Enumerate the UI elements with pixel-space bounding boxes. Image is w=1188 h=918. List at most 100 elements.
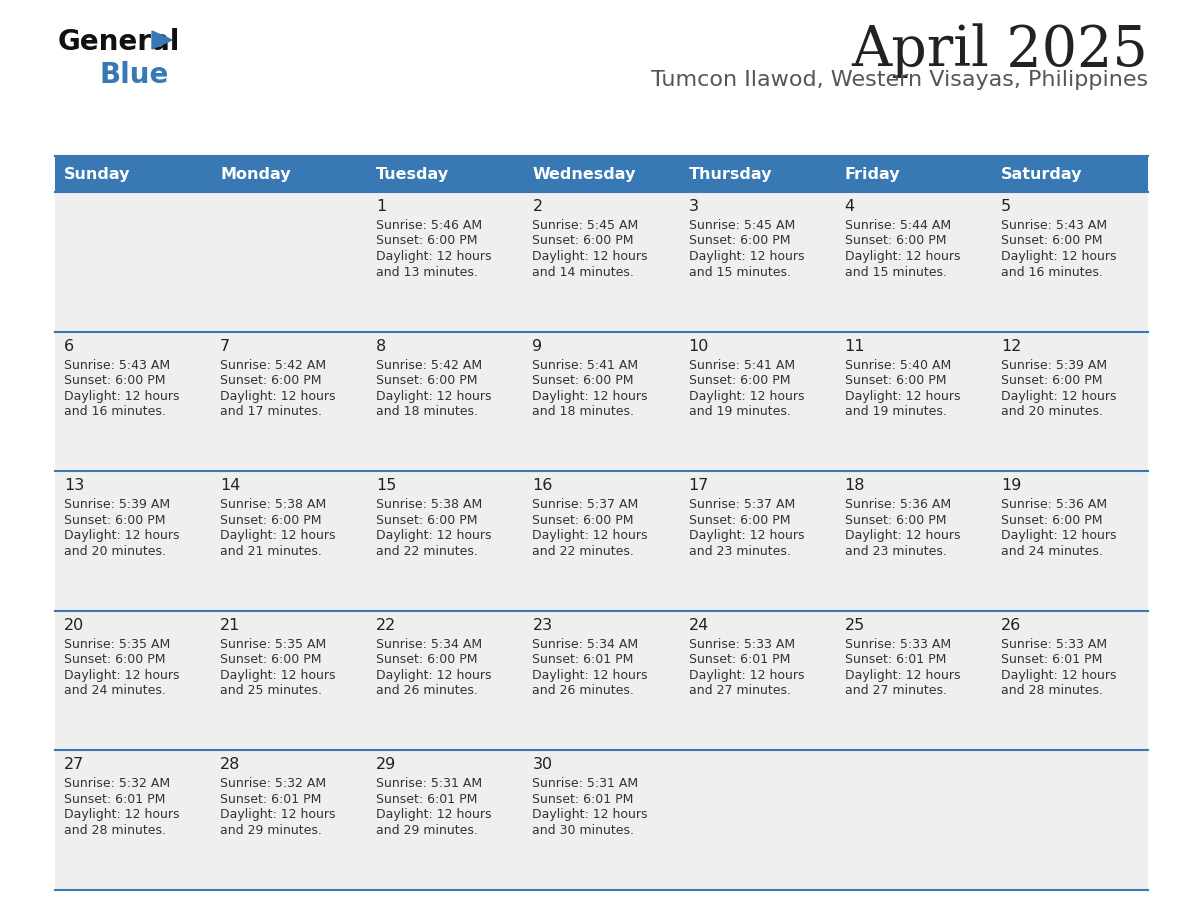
Bar bbox=[55, 156, 211, 192]
Text: Daylight: 12 hours: Daylight: 12 hours bbox=[1000, 669, 1117, 682]
Text: Sunset: 6:00 PM: Sunset: 6:00 PM bbox=[64, 654, 165, 666]
Bar bbox=[55, 750, 1148, 890]
Text: Wednesday: Wednesday bbox=[532, 166, 636, 182]
Text: Daylight: 12 hours: Daylight: 12 hours bbox=[689, 389, 804, 403]
Text: Sunset: 6:00 PM: Sunset: 6:00 PM bbox=[377, 654, 478, 666]
Text: and 20 minutes.: and 20 minutes. bbox=[64, 544, 166, 558]
Text: Daylight: 12 hours: Daylight: 12 hours bbox=[845, 250, 960, 263]
Text: 24: 24 bbox=[689, 618, 709, 633]
Text: 6: 6 bbox=[64, 339, 74, 353]
Text: 27: 27 bbox=[64, 757, 84, 772]
Text: and 19 minutes.: and 19 minutes. bbox=[689, 405, 790, 418]
Text: Sunset: 6:00 PM: Sunset: 6:00 PM bbox=[689, 375, 790, 387]
Text: Sunset: 6:01 PM: Sunset: 6:01 PM bbox=[532, 793, 634, 806]
Text: and 18 minutes.: and 18 minutes. bbox=[377, 405, 479, 418]
Text: and 27 minutes.: and 27 minutes. bbox=[845, 684, 947, 698]
Text: 28: 28 bbox=[220, 757, 240, 772]
Text: Sunset: 6:00 PM: Sunset: 6:00 PM bbox=[220, 514, 322, 527]
Text: Sunset: 6:00 PM: Sunset: 6:00 PM bbox=[220, 654, 322, 666]
Text: 29: 29 bbox=[377, 757, 397, 772]
Text: Sunset: 6:00 PM: Sunset: 6:00 PM bbox=[1000, 375, 1102, 387]
Text: 23: 23 bbox=[532, 618, 552, 633]
Text: 30: 30 bbox=[532, 757, 552, 772]
Text: Sunset: 6:00 PM: Sunset: 6:00 PM bbox=[532, 514, 634, 527]
Bar bbox=[55, 192, 1148, 331]
Text: Daylight: 12 hours: Daylight: 12 hours bbox=[377, 250, 492, 263]
Text: and 19 minutes.: and 19 minutes. bbox=[845, 405, 947, 418]
Text: 17: 17 bbox=[689, 478, 709, 493]
Text: Sunset: 6:00 PM: Sunset: 6:00 PM bbox=[377, 514, 478, 527]
Text: Daylight: 12 hours: Daylight: 12 hours bbox=[845, 389, 960, 403]
Text: Sunset: 6:00 PM: Sunset: 6:00 PM bbox=[1000, 514, 1102, 527]
Text: Sunrise: 5:44 AM: Sunrise: 5:44 AM bbox=[845, 219, 950, 232]
Text: Sunrise: 5:39 AM: Sunrise: 5:39 AM bbox=[1000, 359, 1107, 372]
Text: and 15 minutes.: and 15 minutes. bbox=[845, 265, 947, 278]
Text: and 28 minutes.: and 28 minutes. bbox=[1000, 684, 1102, 698]
Text: Daylight: 12 hours: Daylight: 12 hours bbox=[377, 529, 492, 543]
Text: Tumcon Ilawod, Western Visayas, Philippines: Tumcon Ilawod, Western Visayas, Philippi… bbox=[651, 70, 1148, 90]
Text: 22: 22 bbox=[377, 618, 397, 633]
Text: Monday: Monday bbox=[220, 166, 291, 182]
Text: Sunrise: 5:45 AM: Sunrise: 5:45 AM bbox=[532, 219, 639, 232]
Text: and 22 minutes.: and 22 minutes. bbox=[377, 544, 478, 558]
Text: Sunset: 6:01 PM: Sunset: 6:01 PM bbox=[1000, 654, 1102, 666]
Text: Tuesday: Tuesday bbox=[377, 166, 449, 182]
Text: 4: 4 bbox=[845, 199, 855, 214]
Text: Sunrise: 5:43 AM: Sunrise: 5:43 AM bbox=[64, 359, 170, 372]
Text: Sunrise: 5:31 AM: Sunrise: 5:31 AM bbox=[532, 778, 639, 790]
Text: Sunrise: 5:33 AM: Sunrise: 5:33 AM bbox=[1000, 638, 1107, 651]
Text: and 16 minutes.: and 16 minutes. bbox=[64, 405, 166, 418]
Text: and 14 minutes.: and 14 minutes. bbox=[532, 265, 634, 278]
Bar bbox=[835, 156, 992, 192]
Text: Sunrise: 5:36 AM: Sunrise: 5:36 AM bbox=[1000, 498, 1107, 511]
Text: and 24 minutes.: and 24 minutes. bbox=[64, 684, 166, 698]
Text: and 20 minutes.: and 20 minutes. bbox=[1000, 405, 1102, 418]
Bar bbox=[367, 156, 524, 192]
Text: 13: 13 bbox=[64, 478, 84, 493]
Text: Friday: Friday bbox=[845, 166, 901, 182]
Text: Daylight: 12 hours: Daylight: 12 hours bbox=[689, 250, 804, 263]
Text: 25: 25 bbox=[845, 618, 865, 633]
Text: General: General bbox=[58, 28, 181, 56]
Bar bbox=[55, 331, 1148, 471]
Text: Daylight: 12 hours: Daylight: 12 hours bbox=[1000, 250, 1117, 263]
Text: and 23 minutes.: and 23 minutes. bbox=[689, 544, 790, 558]
Text: Daylight: 12 hours: Daylight: 12 hours bbox=[64, 669, 179, 682]
Text: Daylight: 12 hours: Daylight: 12 hours bbox=[1000, 529, 1117, 543]
Text: 9: 9 bbox=[532, 339, 543, 353]
Text: Daylight: 12 hours: Daylight: 12 hours bbox=[377, 809, 492, 822]
Text: Sunrise: 5:34 AM: Sunrise: 5:34 AM bbox=[532, 638, 639, 651]
Text: and 15 minutes.: and 15 minutes. bbox=[689, 265, 790, 278]
Text: Daylight: 12 hours: Daylight: 12 hours bbox=[220, 809, 336, 822]
Text: 1: 1 bbox=[377, 199, 386, 214]
Text: Daylight: 12 hours: Daylight: 12 hours bbox=[64, 389, 179, 403]
Text: Sunrise: 5:32 AM: Sunrise: 5:32 AM bbox=[220, 778, 327, 790]
Text: and 16 minutes.: and 16 minutes. bbox=[1000, 265, 1102, 278]
Text: Sunset: 6:00 PM: Sunset: 6:00 PM bbox=[64, 514, 165, 527]
Text: Sunrise: 5:45 AM: Sunrise: 5:45 AM bbox=[689, 219, 795, 232]
Text: Sunrise: 5:32 AM: Sunrise: 5:32 AM bbox=[64, 778, 170, 790]
Text: Sunrise: 5:41 AM: Sunrise: 5:41 AM bbox=[532, 359, 639, 372]
Text: Sunrise: 5:37 AM: Sunrise: 5:37 AM bbox=[689, 498, 795, 511]
Text: Sunset: 6:00 PM: Sunset: 6:00 PM bbox=[64, 375, 165, 387]
Text: and 29 minutes.: and 29 minutes. bbox=[377, 823, 478, 837]
Text: Daylight: 12 hours: Daylight: 12 hours bbox=[377, 389, 492, 403]
Bar bbox=[524, 156, 680, 192]
Text: 11: 11 bbox=[845, 339, 865, 353]
Text: April 2025: April 2025 bbox=[852, 23, 1148, 78]
Text: Daylight: 12 hours: Daylight: 12 hours bbox=[220, 529, 336, 543]
Text: Sunrise: 5:38 AM: Sunrise: 5:38 AM bbox=[377, 498, 482, 511]
Bar bbox=[211, 156, 367, 192]
Text: 7: 7 bbox=[220, 339, 230, 353]
Bar bbox=[55, 610, 1148, 750]
Text: 19: 19 bbox=[1000, 478, 1022, 493]
Text: and 18 minutes.: and 18 minutes. bbox=[532, 405, 634, 418]
Bar bbox=[55, 471, 1148, 610]
Text: Sunset: 6:00 PM: Sunset: 6:00 PM bbox=[689, 514, 790, 527]
Text: 18: 18 bbox=[845, 478, 865, 493]
Text: Sunrise: 5:43 AM: Sunrise: 5:43 AM bbox=[1000, 219, 1107, 232]
Text: 2: 2 bbox=[532, 199, 543, 214]
Text: Sunrise: 5:42 AM: Sunrise: 5:42 AM bbox=[377, 359, 482, 372]
Text: Daylight: 12 hours: Daylight: 12 hours bbox=[845, 529, 960, 543]
Text: and 13 minutes.: and 13 minutes. bbox=[377, 265, 478, 278]
